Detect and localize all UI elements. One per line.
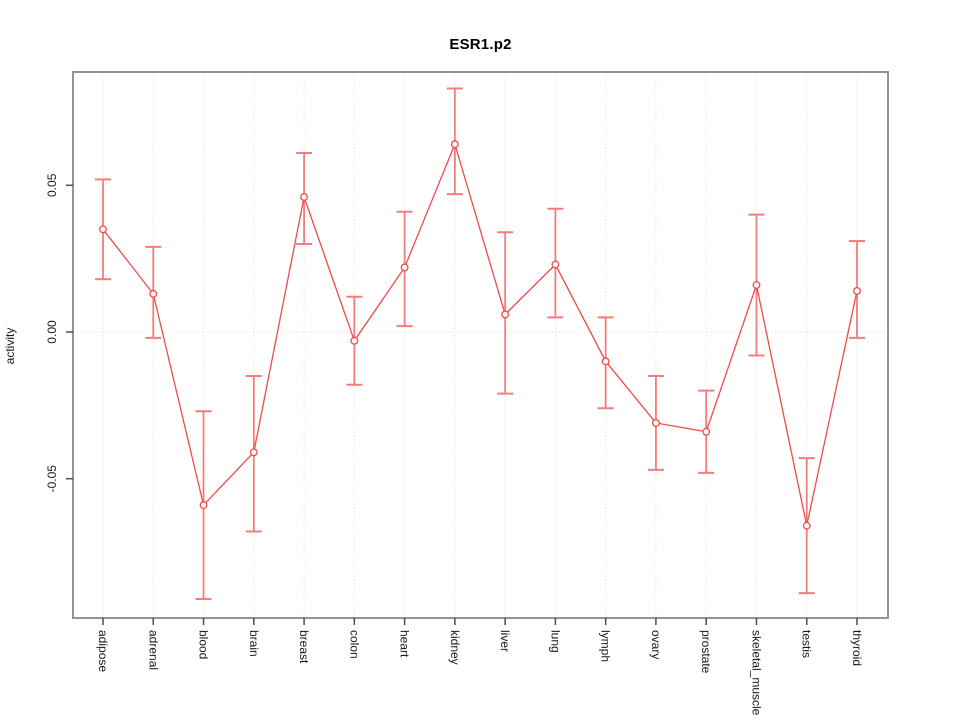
data-point-thyroid (853, 286, 861, 295)
data-point-lung (551, 260, 560, 269)
data-point-kidney (450, 140, 459, 149)
x-tick-label-liver: liver (498, 630, 512, 652)
x-tick-label-adrenal: adrenal (146, 630, 160, 670)
x-tick-label-prostate: prostate (699, 630, 713, 674)
data-series-line (102, 142, 858, 526)
x-tick-label-breast: breast (297, 630, 311, 664)
data-point-ovary (651, 419, 660, 427)
x-tick-label-thyroid: thyroid (850, 630, 864, 666)
data-point-prostate (702, 427, 711, 436)
data-point-brain (249, 448, 258, 457)
x-tick-label-blood: blood (197, 630, 211, 659)
x-tick-label-ovary: ovary (649, 630, 663, 659)
data-point-adipose (99, 225, 107, 234)
x-tick-label-adipose: adipose (96, 630, 110, 672)
data-point-skeletal_muscle (752, 281, 761, 290)
x-tick-label-brain: brain (247, 630, 261, 657)
plot-border (72, 71, 889, 619)
x-tick-label-testis: testis (800, 630, 814, 658)
x-tick-label-skeletal_muscle: skeletal_muscle (749, 630, 763, 716)
data-point-liver (501, 310, 510, 319)
data-point-breast (300, 193, 309, 201)
x-tick-label-lymph: lymph (599, 630, 613, 662)
x-tick-label-kidney: kidney (448, 630, 462, 665)
data-point-lymph (601, 357, 610, 366)
data-point-adrenal (149, 289, 158, 298)
x-tick-label-colon: colon (347, 630, 361, 659)
y-tick-label: 0.00 (45, 320, 59, 344)
x-tick-label-lung: lung (548, 630, 562, 653)
data-point-heart (400, 263, 409, 272)
y-tick-label: -0.05 (45, 465, 59, 493)
chart-title: ESR1.p2 (449, 36, 512, 53)
x-tick-label-heart: heart (398, 630, 412, 658)
data-point-blood (199, 501, 208, 510)
y-tick-label: 0.05 (45, 173, 59, 197)
data-point-testis (802, 521, 811, 530)
data-point-colon (350, 336, 359, 345)
